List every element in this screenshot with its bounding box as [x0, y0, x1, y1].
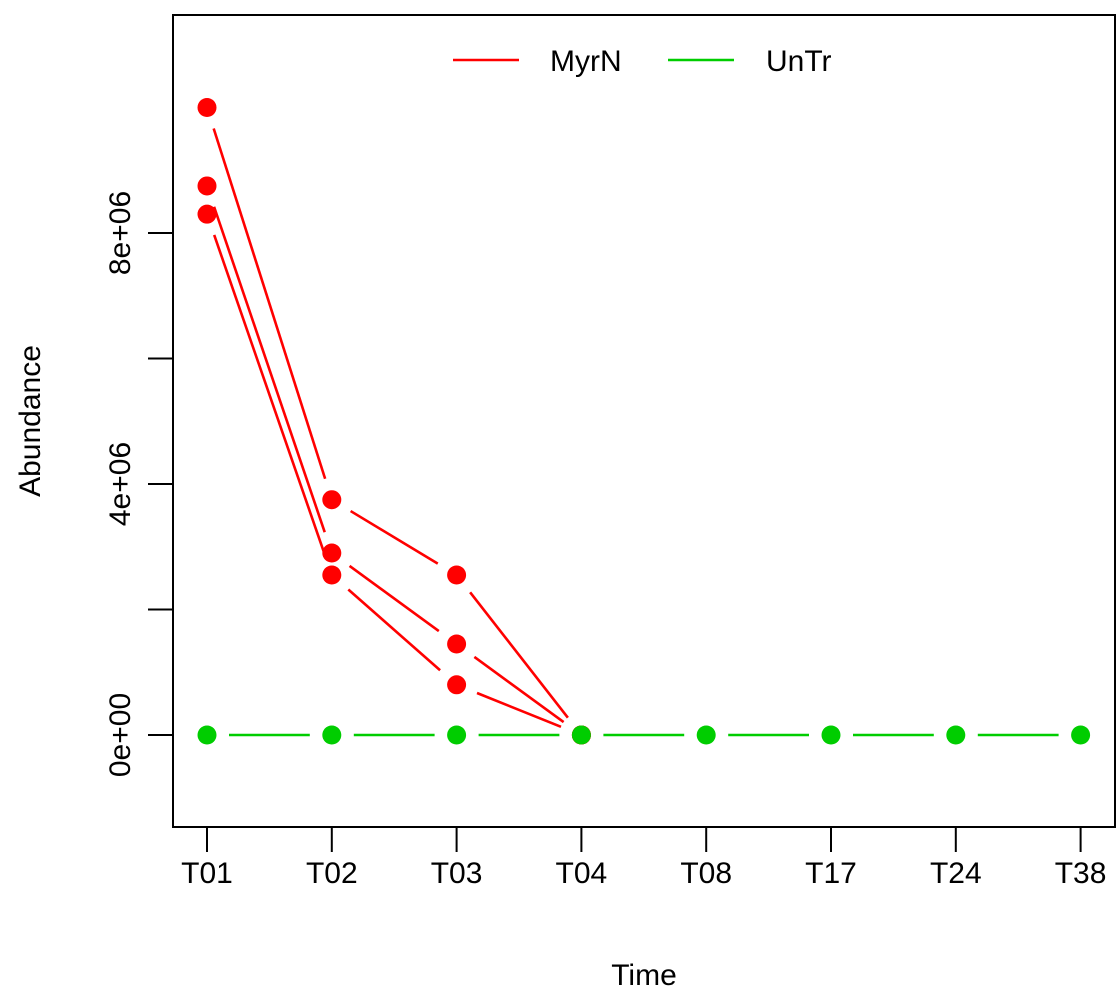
data-point [946, 725, 966, 745]
data-point [1071, 725, 1091, 745]
x-tick-label: T38 [1055, 857, 1107, 890]
x-tick-label: T04 [556, 857, 608, 890]
series-segment [347, 588, 441, 672]
data-point [447, 565, 467, 585]
legend-label: MyrN [550, 45, 622, 78]
series-myrn-1 [197, 98, 591, 745]
y-tick-label: 8e+06 [104, 191, 137, 275]
legend: MyrN UnTr [453, 45, 832, 78]
x-tick-label: T24 [930, 857, 982, 890]
x-axis-title: Time [611, 959, 677, 992]
series-myrn-3 [197, 204, 591, 745]
series-segment [212, 128, 327, 480]
data-point [322, 725, 342, 745]
y-tick-label: 4e+06 [104, 442, 137, 526]
data-point [197, 725, 217, 745]
data-point [322, 565, 342, 585]
y-axis-title: Abundance [14, 345, 47, 497]
data-point [447, 634, 467, 654]
series-segment [469, 591, 569, 719]
plot-frame [172, 14, 1116, 828]
x-tick-label: T03 [431, 857, 483, 890]
series-segment [349, 509, 439, 565]
series-segment [348, 564, 440, 633]
data-point [322, 490, 342, 510]
data-point [696, 725, 716, 745]
legend-item-myrn: MyrN [453, 45, 622, 78]
series-layer [197, 98, 1091, 745]
legend-item-untr: UnTr [668, 45, 832, 78]
x-tick-label: T01 [181, 857, 233, 890]
x-tick-label: T08 [680, 857, 732, 890]
y-tick-label: 0e+00 [104, 693, 137, 777]
data-point [197, 98, 217, 117]
x-axis: T01 T02 T03 T04 T08 T17 T24 T38 [181, 826, 1107, 890]
data-point [821, 725, 841, 745]
y-axis: 0e+00 4e+06 8e+06 [104, 191, 174, 777]
series-segment [212, 234, 326, 555]
data-point [447, 675, 467, 695]
data-point [322, 543, 342, 563]
data-point [571, 725, 591, 745]
series-untr-4 [197, 725, 1091, 745]
series-segment [212, 206, 326, 533]
data-point [197, 176, 217, 196]
x-tick-label: T02 [306, 857, 358, 890]
x-tick-label: T17 [805, 857, 857, 890]
legend-label: UnTr [766, 45, 832, 78]
data-point [447, 725, 467, 745]
data-point [197, 204, 217, 224]
series-segment [476, 691, 562, 728]
series-segment [473, 655, 565, 724]
